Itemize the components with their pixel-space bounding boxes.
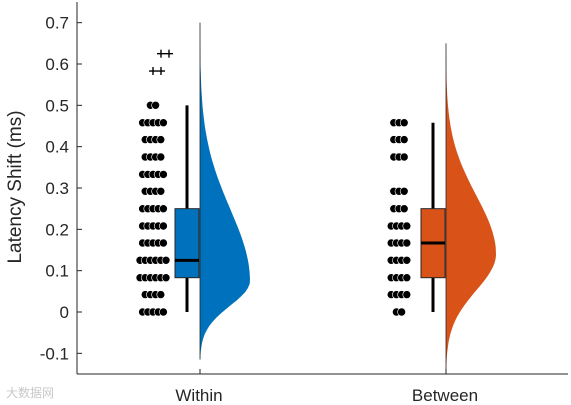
density-cloud-between [446,43,496,370]
data-point [151,101,160,110]
outlier-markers [149,49,173,76]
data-point [402,273,412,283]
data-point [159,307,168,317]
data-point [156,187,166,196]
box [174,208,200,279]
scatter-points [135,101,412,317]
data-point [402,255,412,265]
data-point [402,221,412,231]
x-tick-label: Within [175,386,222,405]
data-point [402,238,412,248]
data-point [399,118,409,127]
y-axis-label: Latency Shift (ms) [5,110,26,263]
density-cloud-within [200,22,250,360]
y-tick-label: -0.1 [40,344,69,363]
x-ticks: Within Between [175,369,478,405]
data-point [161,255,171,265]
data-point [159,170,168,179]
density-clouds [199,22,496,370]
data-point [156,290,166,299]
data-point [159,118,168,127]
data-point [161,273,171,283]
y-ticks: -0.1 0 0.1 0.2 0.3 0.4 0.5 0.6 0.7 [40,14,82,363]
data-point [399,187,409,196]
y-tick-label: 0.6 [45,55,69,74]
y-tick-label: 0 [60,303,69,322]
data-point [399,135,409,144]
watermark: 大数据网 [6,386,55,400]
y-tick-label: 0.3 [45,179,69,198]
data-point [159,221,168,231]
y-tick-label: 0.4 [45,138,69,157]
x-tick-label: Between [412,386,478,405]
data-point [399,152,409,162]
data-point [156,135,166,144]
data-point [399,204,409,213]
data-point [402,290,412,299]
data-point [156,152,166,162]
y-tick-label: 0.5 [45,96,69,115]
data-point [397,307,406,317]
data-point [159,204,168,213]
y-tick-label: 0.2 [45,220,69,239]
data-point [159,238,168,248]
y-tick-label: 0.1 [45,262,69,281]
box-plots [174,105,446,312]
y-tick-label: 0.7 [45,14,69,33]
